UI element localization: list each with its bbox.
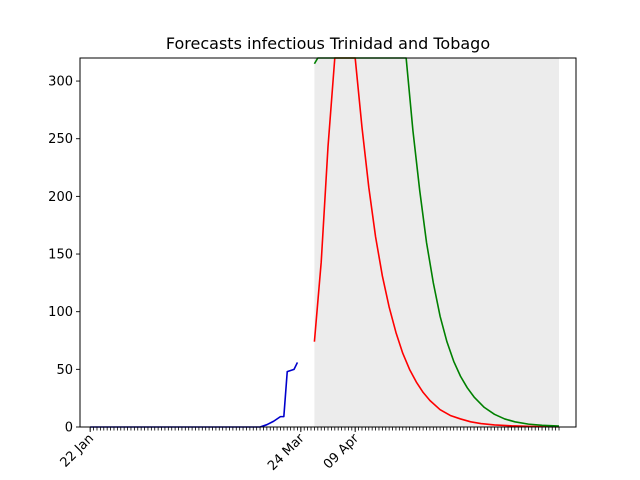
y-tick-label: 300 (48, 75, 73, 90)
x-tick-label: 24 Mar (265, 431, 308, 474)
chart-title: Forecasts infectious Trinidad and Tobago (166, 34, 490, 53)
y-tick-label: 200 (48, 190, 73, 205)
forecast-band (314, 58, 560, 427)
y-tick-label: 100 (48, 305, 73, 320)
x-tick-label: 22 Jan (58, 431, 97, 470)
y-tick-label: 0 (65, 421, 73, 436)
y-tick-label: 150 (48, 248, 73, 263)
x-tick-label: 09 Apr (321, 431, 363, 473)
forecast-band-layer (314, 58, 560, 427)
y-tick-label: 250 (48, 132, 73, 147)
plot-frame (79, 57, 577, 428)
y-axis-ticks: 0 50 100 150 200 250 300 (48, 75, 80, 436)
x-axis-ticks: 22 Jan 24 Mar 09 Apr (58, 427, 560, 474)
series-line-1 (90, 362, 299, 428)
series-line-3 (313, 57, 560, 427)
y-tick-label: 50 (56, 363, 73, 378)
